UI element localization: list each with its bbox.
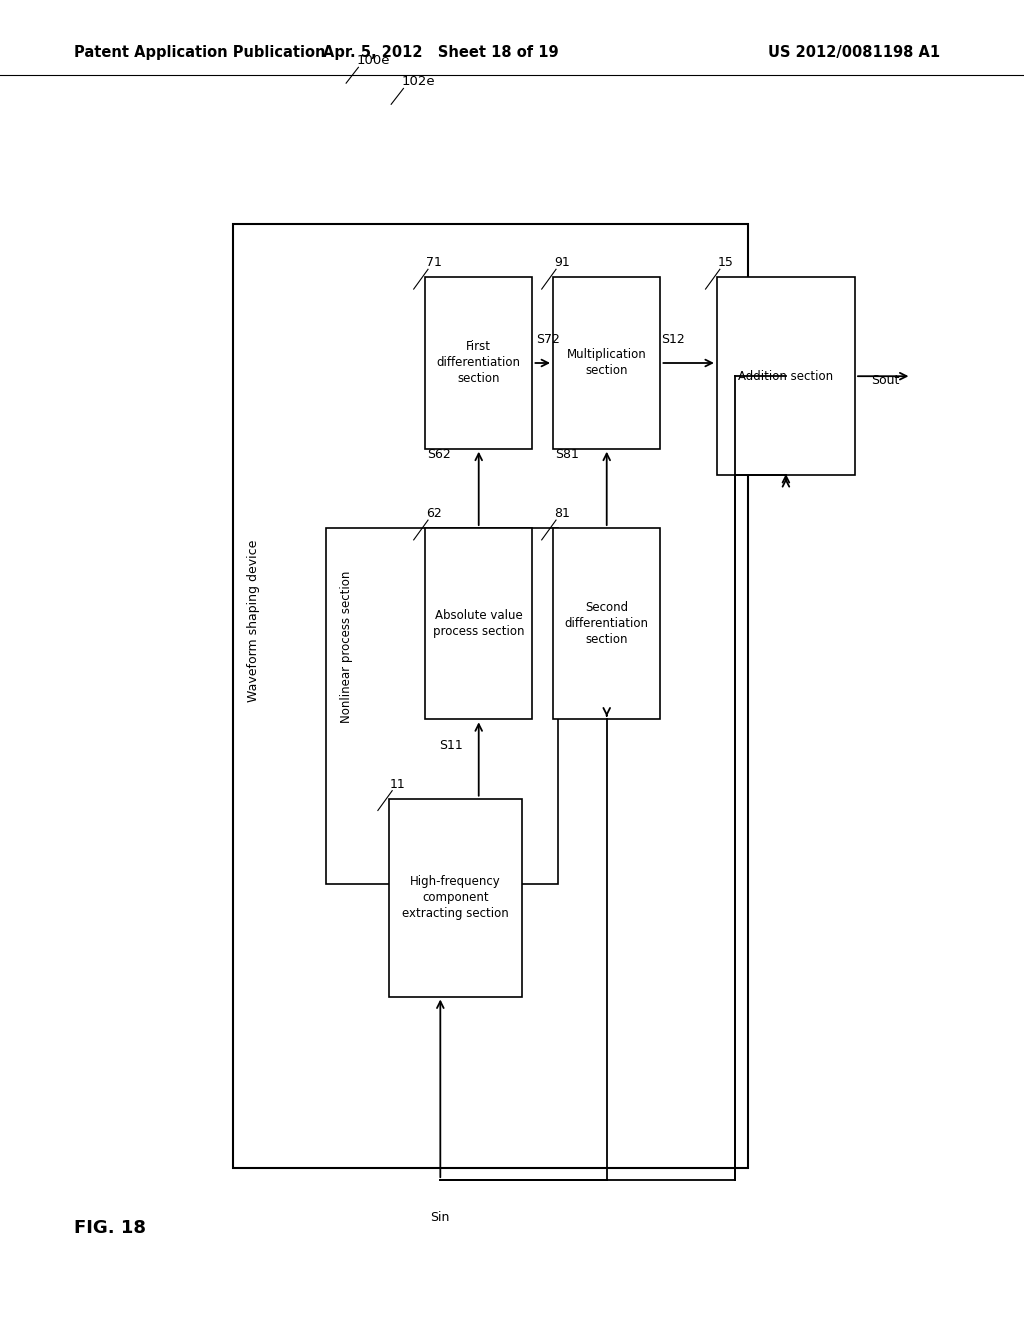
Text: 11: 11 bbox=[390, 777, 406, 791]
Bar bbox=[553, 277, 660, 449]
Bar bbox=[389, 799, 522, 997]
Text: High-frequency
component
extracting section: High-frequency component extracting sect… bbox=[402, 875, 509, 920]
Text: 100e: 100e bbox=[356, 54, 390, 67]
Text: Second
differentiation
section: Second differentiation section bbox=[564, 601, 649, 647]
Text: Nonlinear process section: Nonlinear process section bbox=[340, 570, 352, 723]
Text: Multiplication
section: Multiplication section bbox=[567, 348, 646, 378]
Bar bbox=[233, 224, 748, 1168]
Text: 71: 71 bbox=[426, 256, 442, 269]
Text: Waveform shaping device: Waveform shaping device bbox=[248, 539, 260, 702]
Text: 91: 91 bbox=[554, 256, 569, 269]
Text: Absolute value
process section: Absolute value process section bbox=[433, 610, 524, 638]
Bar bbox=[553, 528, 660, 719]
Text: S12: S12 bbox=[662, 333, 685, 346]
Text: Patent Application Publication: Patent Application Publication bbox=[74, 45, 326, 61]
Text: Apr. 5, 2012   Sheet 18 of 19: Apr. 5, 2012 Sheet 18 of 19 bbox=[323, 45, 558, 61]
Text: S62: S62 bbox=[427, 447, 451, 461]
Bar bbox=[425, 277, 532, 449]
Bar bbox=[326, 528, 558, 884]
Text: Addition section: Addition section bbox=[738, 370, 834, 383]
Text: 81: 81 bbox=[554, 507, 570, 520]
Text: S81: S81 bbox=[555, 447, 579, 461]
Text: 102e: 102e bbox=[401, 75, 435, 88]
Text: FIG. 18: FIG. 18 bbox=[74, 1218, 145, 1237]
Text: S72: S72 bbox=[537, 333, 560, 346]
Bar bbox=[425, 528, 532, 719]
Text: First
differentiation
section: First differentiation section bbox=[436, 341, 521, 385]
Bar bbox=[717, 277, 855, 475]
Text: 62: 62 bbox=[426, 507, 441, 520]
Text: S11: S11 bbox=[439, 739, 463, 752]
Text: Sin: Sin bbox=[430, 1210, 450, 1224]
Text: US 2012/0081198 A1: US 2012/0081198 A1 bbox=[768, 45, 940, 61]
Text: Sout: Sout bbox=[871, 374, 900, 387]
Text: 15: 15 bbox=[718, 256, 734, 269]
